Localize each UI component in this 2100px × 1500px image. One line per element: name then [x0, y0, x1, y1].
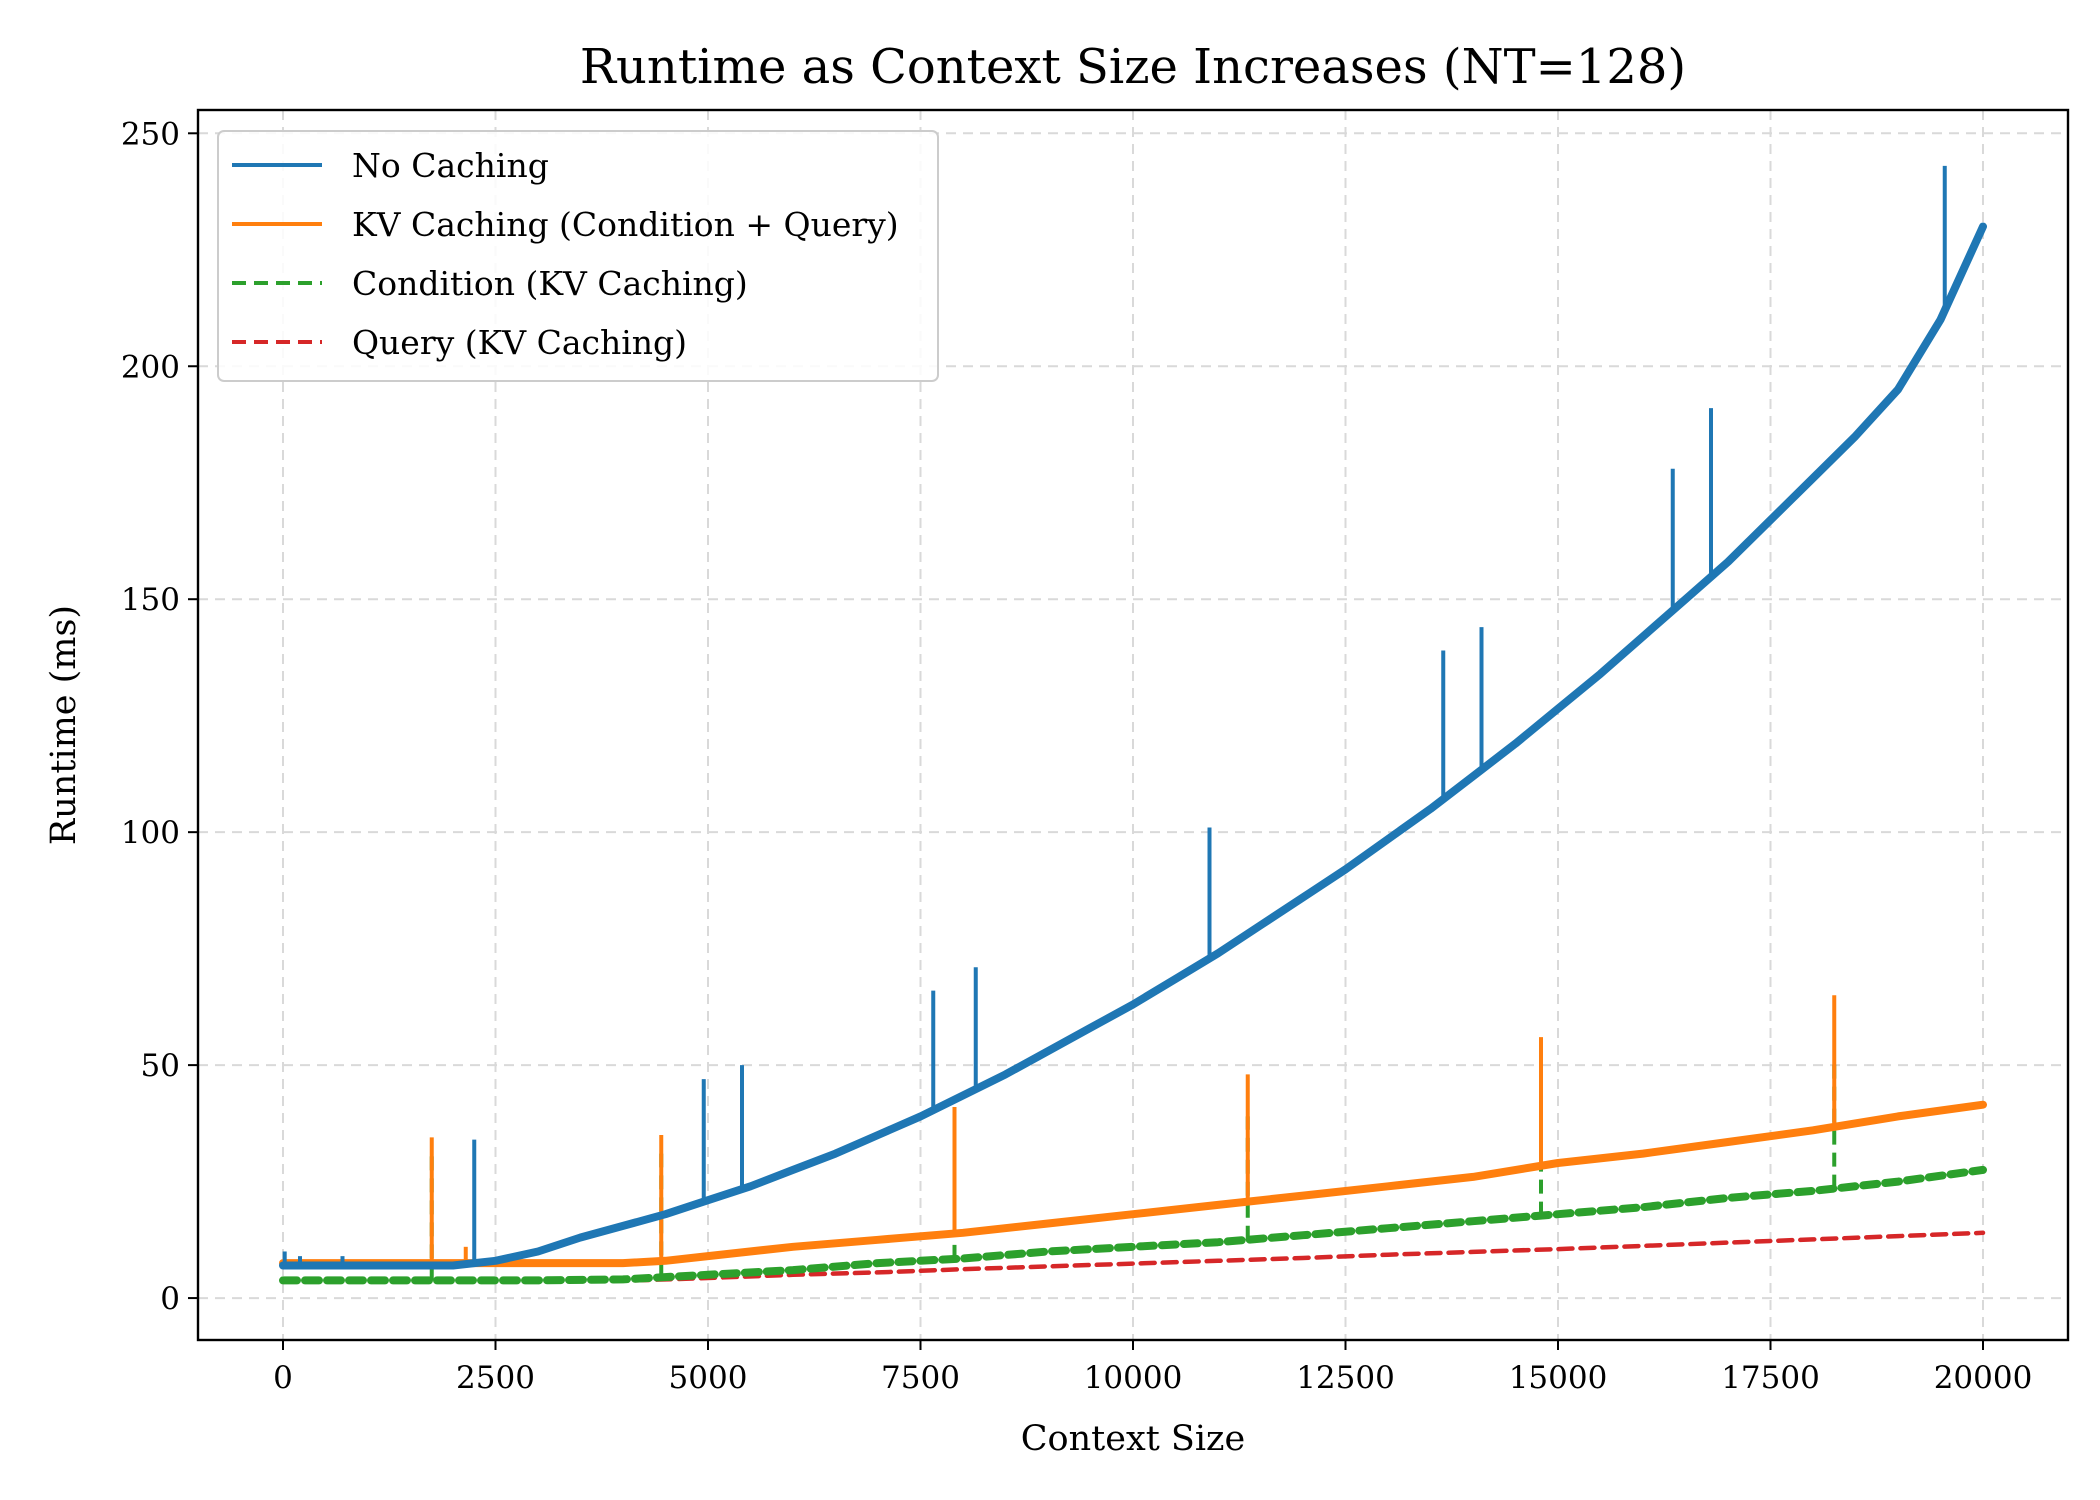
x-tick-label: 20000 — [1934, 1360, 2033, 1396]
x-tick-label: 10000 — [1084, 1360, 1183, 1396]
y-tick-label: 150 — [121, 582, 180, 618]
ticks: 0 2500 5000 7500 10000 12500 15000 17500 20000 0 5… — [121, 116, 2032, 1396]
series-no-caching — [279, 165, 1987, 1270]
legend-label-no-caching: No Caching — [352, 146, 549, 185]
chart-title: Runtime as Context Size Increases (NT=12… — [580, 39, 1686, 95]
x-tick-label: 15000 — [1509, 1360, 1608, 1396]
x-tick-label: 7500 — [881, 1360, 960, 1396]
y-tick-label: 250 — [121, 116, 180, 152]
x-tick-label: 0 — [273, 1360, 293, 1396]
y-tick-label: 50 — [141, 1048, 180, 1084]
legend-label-query: Query (KV Caching) — [352, 323, 687, 362]
legend: No Caching KV Caching (Condition + Query… — [217, 130, 939, 382]
x-tick-label: 2500 — [456, 1360, 535, 1396]
series-condition — [279, 1060, 1987, 1285]
y-axis-label: Runtime (ms) — [44, 605, 84, 845]
legend-box — [217, 130, 939, 382]
series-line-kv-caching — [279, 1100, 1987, 1268]
y-tick-label: 100 — [121, 815, 180, 851]
x-tick-label: 17500 — [1721, 1360, 1820, 1396]
x-tick-label: 5000 — [669, 1360, 748, 1396]
series-layer — [279, 165, 1987, 1285]
legend-label-kv-caching: KV Caching (Condition + Query) — [352, 205, 899, 244]
y-tick-label: 200 — [121, 349, 180, 385]
x-tick-label: 12500 — [1296, 1360, 1395, 1396]
x-axis-label: Context Size — [1021, 1419, 1245, 1459]
y-tick-label: 0 — [160, 1281, 180, 1317]
legend-label-condition: Condition (KV Caching) — [352, 264, 748, 303]
